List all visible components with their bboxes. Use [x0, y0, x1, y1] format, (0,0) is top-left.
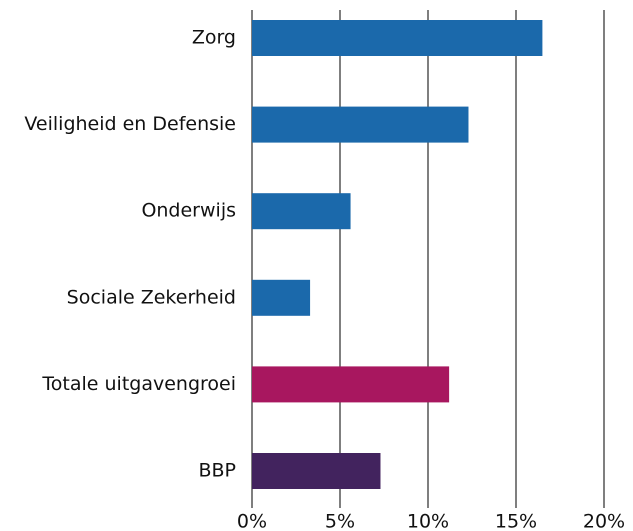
x-tick-label: 15%: [495, 511, 537, 531]
y-tick-label: BBP: [198, 460, 236, 482]
bar: [252, 279, 311, 316]
x-tick-label: 5%: [325, 511, 355, 531]
x-tick-label: 20%: [583, 511, 625, 531]
y-tick-label: Onderwijs: [141, 200, 236, 222]
y-tick-label: Veiligheid en Defensie: [24, 113, 236, 135]
y-tick-label: Zorg: [192, 27, 236, 49]
bar: [252, 453, 381, 489]
y-tick-label: Totale uitgavengroei: [41, 373, 236, 395]
bar: [252, 193, 351, 230]
y-tick-label: Sociale Zekerheid: [67, 286, 236, 308]
x-tick-label: 0%: [237, 511, 267, 531]
bar: [252, 106, 469, 143]
bar: [252, 20, 543, 56]
bar: [252, 366, 450, 403]
x-tick-label: 10%: [407, 511, 449, 531]
